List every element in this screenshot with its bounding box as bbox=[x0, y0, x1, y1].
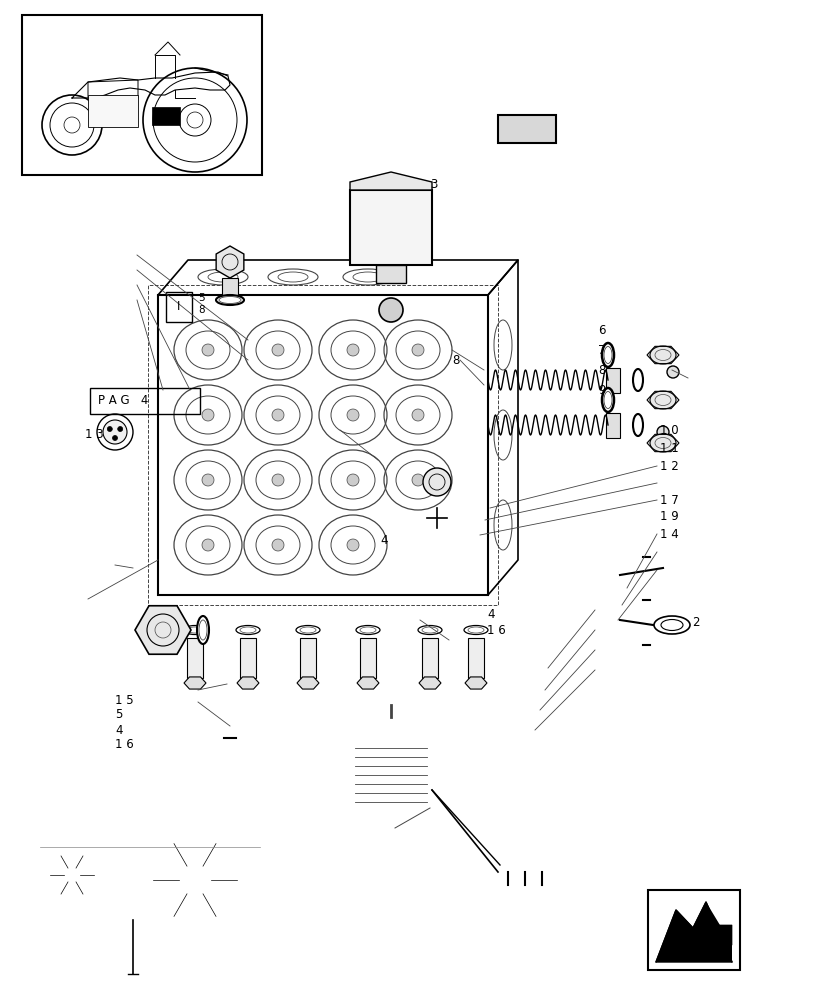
Ellipse shape bbox=[633, 369, 643, 391]
Polygon shape bbox=[357, 677, 379, 689]
Text: 1 7: 1 7 bbox=[660, 493, 679, 506]
Bar bbox=[648, 890, 740, 970]
Ellipse shape bbox=[183, 626, 207, 635]
Text: 1 6: 1 6 bbox=[115, 738, 134, 752]
Bar bbox=[350, 190, 432, 265]
Circle shape bbox=[103, 420, 127, 444]
Polygon shape bbox=[237, 677, 259, 689]
Ellipse shape bbox=[418, 626, 442, 635]
Circle shape bbox=[112, 436, 117, 440]
Circle shape bbox=[379, 298, 403, 322]
Bar bbox=[187, 638, 203, 678]
Ellipse shape bbox=[356, 626, 380, 635]
Circle shape bbox=[667, 366, 679, 378]
Text: 1 9: 1 9 bbox=[660, 510, 679, 524]
Bar bbox=[240, 638, 256, 678]
Circle shape bbox=[202, 539, 214, 551]
Text: 5: 5 bbox=[198, 293, 205, 303]
Text: 1 0: 1 0 bbox=[660, 424, 679, 436]
Circle shape bbox=[412, 474, 424, 486]
Circle shape bbox=[272, 539, 284, 551]
Circle shape bbox=[97, 414, 133, 450]
Bar bbox=[158, 295, 488, 595]
Ellipse shape bbox=[464, 626, 488, 635]
Bar bbox=[468, 638, 484, 678]
Polygon shape bbox=[216, 246, 244, 278]
Circle shape bbox=[272, 409, 284, 421]
Text: 8: 8 bbox=[598, 363, 606, 376]
Polygon shape bbox=[647, 391, 679, 409]
Text: 9: 9 bbox=[598, 383, 606, 396]
Polygon shape bbox=[698, 918, 732, 952]
Text: I: I bbox=[177, 300, 181, 314]
Polygon shape bbox=[184, 677, 206, 689]
Circle shape bbox=[347, 539, 359, 551]
Circle shape bbox=[347, 474, 359, 486]
Bar bbox=[606, 368, 620, 393]
Polygon shape bbox=[656, 902, 732, 962]
Circle shape bbox=[272, 474, 284, 486]
Bar bbox=[606, 413, 620, 438]
Text: 1 5: 1 5 bbox=[115, 694, 134, 706]
Bar bbox=[90, 388, 200, 414]
Bar bbox=[148, 285, 498, 605]
Text: 4: 4 bbox=[115, 724, 122, 736]
Polygon shape bbox=[297, 677, 319, 689]
Bar bbox=[222, 278, 238, 303]
Circle shape bbox=[107, 426, 112, 432]
Circle shape bbox=[412, 409, 424, 421]
Ellipse shape bbox=[296, 626, 320, 635]
Bar bbox=[360, 638, 376, 678]
Text: 6: 6 bbox=[598, 324, 606, 336]
Circle shape bbox=[202, 474, 214, 486]
Bar bbox=[422, 638, 438, 678]
Text: 5: 5 bbox=[115, 708, 122, 722]
Text: 4: 4 bbox=[487, 608, 494, 621]
Ellipse shape bbox=[602, 388, 614, 412]
Bar bbox=[22, 15, 262, 175]
Bar bbox=[166, 292, 192, 322]
Text: 7: 7 bbox=[598, 344, 606, 357]
Text: P A G   4: P A G 4 bbox=[98, 394, 148, 408]
Text: 8: 8 bbox=[452, 354, 459, 366]
Polygon shape bbox=[656, 902, 732, 962]
Polygon shape bbox=[647, 434, 679, 452]
Bar bbox=[300, 638, 316, 678]
Polygon shape bbox=[350, 172, 432, 190]
Circle shape bbox=[423, 468, 451, 496]
Circle shape bbox=[117, 426, 122, 432]
Ellipse shape bbox=[197, 616, 209, 644]
Text: 1 3: 1 3 bbox=[85, 428, 104, 442]
Bar bbox=[498, 115, 556, 143]
Text: 1 4: 1 4 bbox=[660, 528, 679, 540]
Circle shape bbox=[202, 344, 214, 356]
Circle shape bbox=[202, 409, 214, 421]
Polygon shape bbox=[419, 677, 441, 689]
Polygon shape bbox=[647, 346, 679, 364]
Ellipse shape bbox=[654, 616, 690, 634]
Circle shape bbox=[412, 344, 424, 356]
Circle shape bbox=[657, 426, 669, 438]
Ellipse shape bbox=[633, 414, 643, 436]
Text: 1 6: 1 6 bbox=[487, 624, 506, 637]
Ellipse shape bbox=[602, 343, 614, 367]
Polygon shape bbox=[135, 606, 191, 654]
Text: 4: 4 bbox=[380, 534, 388, 546]
Bar bbox=[376, 265, 406, 283]
Text: 3: 3 bbox=[430, 178, 438, 192]
Circle shape bbox=[347, 344, 359, 356]
Text: 8: 8 bbox=[198, 305, 205, 315]
Text: 1 1: 1 1 bbox=[660, 442, 679, 454]
Polygon shape bbox=[465, 677, 487, 689]
Circle shape bbox=[272, 344, 284, 356]
Bar bbox=[88, 95, 138, 127]
Bar bbox=[152, 107, 180, 125]
Circle shape bbox=[347, 409, 359, 421]
Ellipse shape bbox=[216, 295, 244, 305]
Text: 2: 2 bbox=[692, 615, 700, 629]
Text: 1 2: 1 2 bbox=[660, 460, 679, 473]
Ellipse shape bbox=[236, 626, 260, 635]
